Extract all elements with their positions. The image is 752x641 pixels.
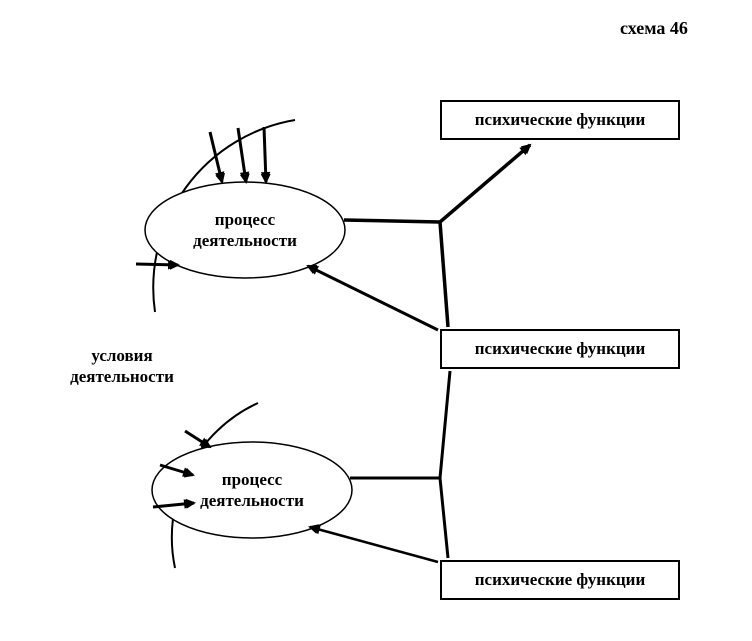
arrow-tr-bot-down xyxy=(440,478,448,558)
diagram-canvas: схема 46 психические функции психические … xyxy=(0,0,752,641)
arrow-tr-top-up xyxy=(440,145,530,222)
ellipse-label-wrap-process-bottom: процессдеятельности xyxy=(152,442,352,538)
ellipse-label: процессдеятельности xyxy=(152,469,352,512)
arrowhead-in-top-1 xyxy=(215,171,224,182)
box-label: психические функции xyxy=(475,570,646,590)
arrow-in-top-3 xyxy=(264,127,266,182)
box-psy-func-2: психические функции xyxy=(440,329,680,369)
arrowhead-tr-top-up xyxy=(519,145,530,155)
ellipse-label: процессдеятельности xyxy=(145,209,345,252)
arrow-tr-bot-up xyxy=(440,371,450,478)
box-psy-func-1: психические функции xyxy=(440,100,680,140)
diagram-header: схема 46 xyxy=(620,18,688,39)
box-psy-func-3: психические функции xyxy=(440,560,680,600)
arrowhead-in-top-2 xyxy=(240,171,249,182)
box-label: психические функции xyxy=(475,339,646,359)
arrow-tr-top-down xyxy=(440,222,448,327)
label-conditions: условиядеятельности xyxy=(42,345,202,388)
box-label: психические функции xyxy=(475,110,646,130)
arrow-tr-top-right xyxy=(344,220,440,222)
arrow-in-top-1 xyxy=(210,132,222,182)
ellipse-label-wrap-process-top: процессдеятельности xyxy=(145,182,345,278)
svg-overlay xyxy=(0,0,752,641)
arrow-in-top-2 xyxy=(238,128,246,182)
arrowhead-in-top-3 xyxy=(261,172,271,182)
